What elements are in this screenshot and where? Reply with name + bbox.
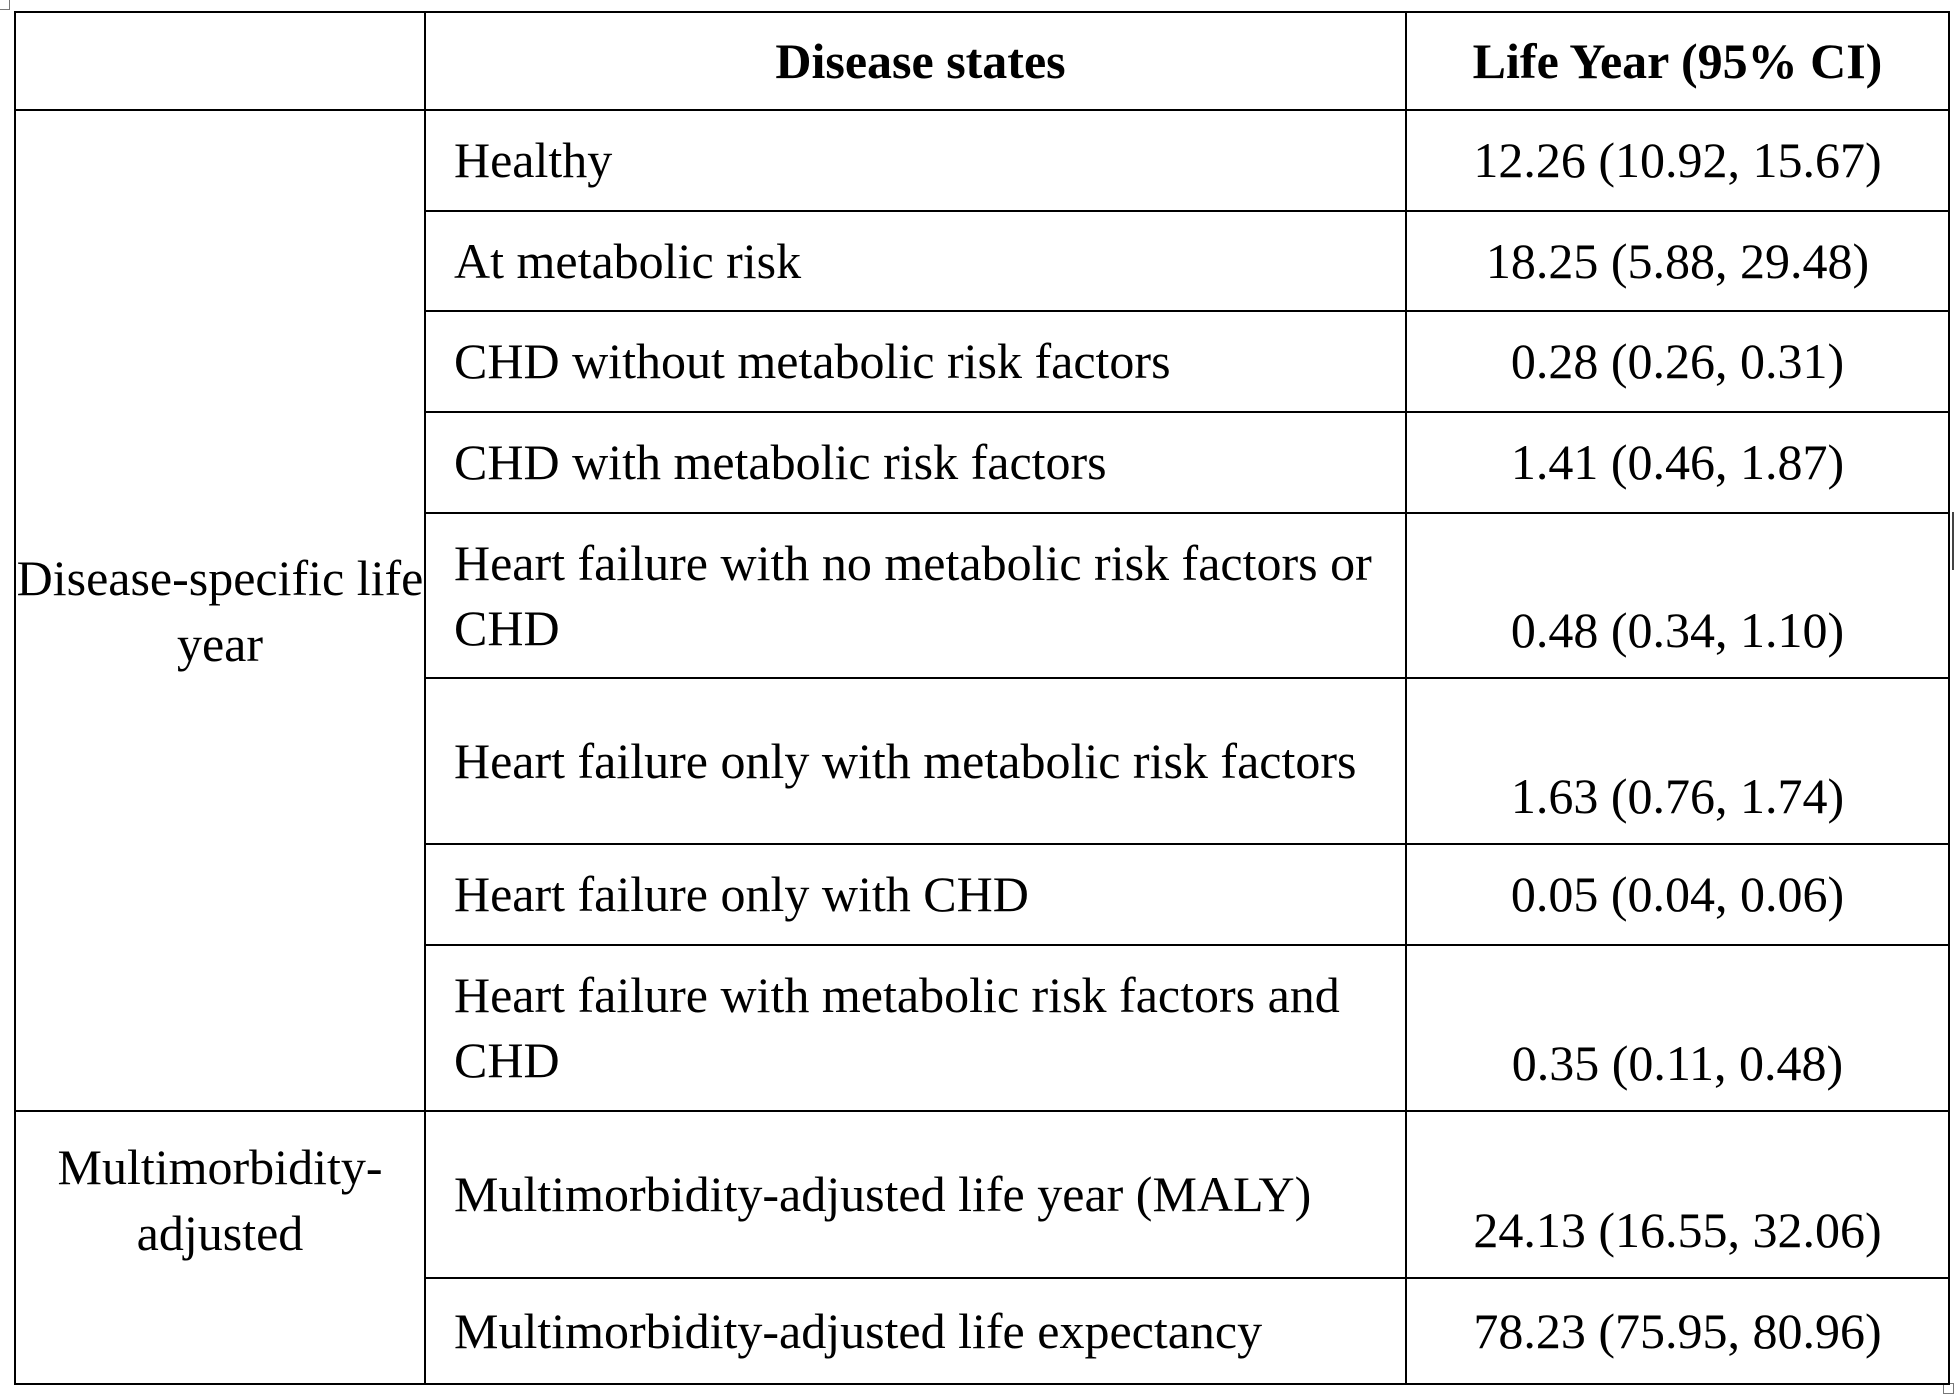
disease-state: Multimorbidity-adjusted life expectancy [424,1277,1407,1385]
table-row: Heart failure with metabolic risk factor… [15,944,1950,1112]
table-row: CHD without metabolic risk factors 0.28 … [15,310,1950,413]
life-year-value: 18.25 (5.88, 29.48) [1405,210,1950,312]
life-year-value: 1.41 (0.46, 1.87) [1405,411,1950,514]
disease-state: Heart failure only with metabolic risk f… [424,677,1407,845]
life-year-value: 24.13 (16.55, 32.06) [1405,1110,1950,1279]
table-row: CHD with metabolic risk factors 1.41 (0.… [15,411,1950,514]
corner-mark [0,0,10,10]
disease-state: Heart failure with metabolic risk factor… [424,944,1407,1112]
life-year-value: 0.28 (0.26, 0.31) [1405,310,1950,413]
header-disease-states: Disease states [424,11,1407,111]
life-year-value: 0.05 (0.04, 0.06) [1405,843,1950,946]
table-row: Disease-specific life year Healthy 12.26… [14,109,1950,1112]
life-year-value: 12.26 (10.92, 15.67) [1405,109,1950,212]
life-year-value: 0.35 (0.11, 0.48) [1405,944,1950,1112]
table-row: Heart failure with no metabolic risk fac… [15,512,1950,679]
life-year-table: Disease states Life Year (95% CI) Diseas… [14,11,1950,1385]
disease-state: Multimorbidity-adjusted life year (MALY) [424,1110,1407,1279]
life-year-value: 0.48 (0.34, 1.10) [1405,512,1950,679]
header-group [14,11,426,111]
group-label-multimorbidity: Multimorbidity-adjusted [14,1110,426,1385]
header-life-year: Life Year (95% CI) [1405,11,1950,111]
disease-state: CHD with metabolic risk factors [424,411,1407,514]
group-label-disease-specific: Disease-specific life year [14,109,426,1112]
disease-state: Healthy [424,109,1407,212]
table-row: Multimorbidity-adjusted Multimorbidity-a… [14,1110,1950,1385]
table-row: Heart failure only with metabolic risk f… [15,677,1950,845]
disease-state: Heart failure only with CHD [424,843,1407,946]
disease-state: Heart failure with no metabolic risk fac… [424,512,1407,679]
side-mark [1952,512,1954,570]
life-year-value: 78.23 (75.95, 80.96) [1405,1277,1950,1385]
disease-state: At metabolic risk [424,210,1407,312]
table-row: At metabolic risk 18.25 (5.88, 29.48) [15,210,1950,312]
disease-state: CHD without metabolic risk factors [424,310,1407,413]
table-row: Heart failure only with CHD 0.05 (0.04, … [15,843,1950,946]
header-row: Disease states Life Year (95% CI) [14,11,1950,111]
table-row: Multimorbidity-adjusted life expectancy … [15,1277,1950,1385]
life-year-value: 1.63 (0.76, 1.74) [1405,677,1950,845]
